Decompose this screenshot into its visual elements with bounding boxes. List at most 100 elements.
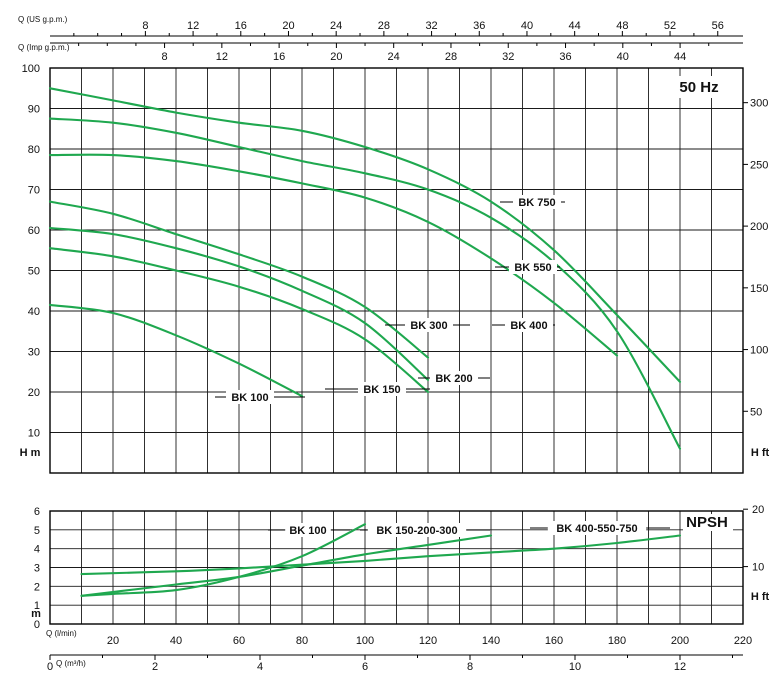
npsh-series-label-bk-100: BK 100 xyxy=(289,525,326,537)
npsh-ft-label-1: 20 xyxy=(752,504,764,516)
head-ytick-label-2: 20 xyxy=(28,387,40,399)
head-label-bg-bk-150 xyxy=(358,382,406,396)
us-gpm-label-56: 56 xyxy=(712,20,724,32)
head-ytick-label-1: 10 xyxy=(28,428,40,440)
y-axis-label-hm: H m xyxy=(20,447,41,459)
imp-gpm-label-20: 20 xyxy=(330,51,342,63)
lmin-tick-label-5: 120 xyxy=(419,635,437,647)
npsh-frame xyxy=(49,510,744,625)
head-series-label-bk-300: BK 300 xyxy=(410,320,447,332)
head-curve-bk-400 xyxy=(48,153,619,357)
head-ft-label-1: 100 xyxy=(750,345,768,357)
lmin-tick-label-3: 80 xyxy=(296,635,308,647)
head-curve-bk-300 xyxy=(48,200,430,359)
us-gpm-label-44: 44 xyxy=(569,20,581,32)
head-ytick-label-5: 50 xyxy=(28,266,40,278)
x-axis-label-imp-gpm: Q (Imp g.p.m.) xyxy=(18,43,70,52)
imp-gpm-label-28: 28 xyxy=(445,51,457,63)
head-ytick-label-4: 40 xyxy=(28,306,40,318)
lmin-tick-label-0: 20 xyxy=(107,635,119,647)
head-ft-label-3: 200 xyxy=(750,221,768,233)
head-series-label-bk-100: BK 100 xyxy=(231,392,268,404)
imp-gpm-label-36: 36 xyxy=(559,51,571,63)
imp-gpm-label-32: 32 xyxy=(502,51,514,63)
m3h-label-4: 4 xyxy=(257,661,263,673)
frequency-label: 50 Hz xyxy=(679,79,718,96)
head-curve-bk-550 xyxy=(48,117,682,450)
right-axis-label-hft-head: H ft xyxy=(751,447,770,459)
head-label-bg-bk-550 xyxy=(509,260,557,274)
head-label-bg-bk-400 xyxy=(505,318,553,332)
us-gpm-label-32: 32 xyxy=(425,20,437,32)
head-label-bg-bk-750 xyxy=(513,195,561,209)
imp-gpm-label-16: 16 xyxy=(273,51,285,63)
npsh-ytick-label-2: 2 xyxy=(34,581,40,593)
imp-gpm-label-40: 40 xyxy=(617,51,629,63)
npsh-ytick-label-5: 5 xyxy=(34,525,40,537)
head-series-label-bk-400: BK 400 xyxy=(510,320,547,332)
npsh-curve-bk-400-550-750 xyxy=(80,534,682,576)
us-gpm-label-52: 52 xyxy=(664,20,676,32)
head-series-label-bk-200: BK 200 xyxy=(435,373,472,385)
m3h-label-12: 12 xyxy=(674,661,686,673)
head-ytick-label-7: 70 xyxy=(28,185,40,197)
npsh-series-label-bk-400-550-750: BK 400-550-750 xyxy=(556,523,637,535)
lmin-tick-label-8: 180 xyxy=(608,635,626,647)
us-gpm-label-24: 24 xyxy=(330,20,342,32)
npsh-label-bg-bk-400-550-750 xyxy=(547,521,647,535)
us-gpm-label-20: 20 xyxy=(282,20,294,32)
lmin-tick-label-10: 220 xyxy=(734,635,752,647)
head-frame xyxy=(49,67,744,474)
lmin-tick-label-4: 100 xyxy=(356,635,374,647)
us-gpm-label-8: 8 xyxy=(142,20,148,32)
lmin-tick-label-9: 200 xyxy=(671,635,689,647)
head-ft-label-0: 50 xyxy=(750,406,762,418)
head-ytick-label-8: 80 xyxy=(28,144,40,156)
x-axis-label-m3h: Q (m³/h) xyxy=(56,659,86,668)
head-panel: 10 20 30 40 50 60 70 80 90 100 50 100 150 200 250 300 8 1… xyxy=(22,20,768,474)
x-axis-label-us-gpm: Q (US g.p.m.) xyxy=(18,15,68,24)
head-ytick-label-9: 90 xyxy=(28,104,40,116)
m3h-label-0: 0 xyxy=(47,661,53,673)
us-gpm-label-28: 28 xyxy=(378,20,390,32)
head-series-label-bk-550: BK 550 xyxy=(514,262,551,274)
right-axis-label-hft-npsh: H ft xyxy=(751,591,770,603)
head-ytick-label-10: 100 xyxy=(22,63,40,75)
m3h-label-2: 2 xyxy=(152,661,158,673)
head-curve-bk-200 xyxy=(48,226,430,381)
us-gpm-label-36: 36 xyxy=(473,20,485,32)
imp-gpm-label-8: 8 xyxy=(161,51,167,63)
head-label-bg-bk-200 xyxy=(430,371,478,385)
head-curve-bk-150 xyxy=(48,247,430,394)
y-axis-label-m: m xyxy=(31,608,41,620)
npsh-label-bg-bk-100 xyxy=(285,523,331,537)
head-ft-label-5: 300 xyxy=(750,98,768,110)
us-gpm-label-48: 48 xyxy=(616,20,628,32)
head-ytick-label-6: 60 xyxy=(28,225,40,237)
lmin-tick-label-2: 60 xyxy=(233,635,245,647)
imp-gpm-label-24: 24 xyxy=(388,51,400,63)
frequency-label-bg xyxy=(668,76,730,98)
npsh-ytick-label-3: 3 xyxy=(34,563,40,575)
m3h-label-6: 6 xyxy=(362,661,368,673)
npsh-curve-bk-100 xyxy=(80,523,367,597)
head-label-bg-bk-300 xyxy=(405,318,453,332)
head-ft-label-4: 250 xyxy=(750,159,768,171)
head-series-label-bk-750: BK 750 xyxy=(518,197,555,209)
m3h-label-8: 8 xyxy=(467,661,473,673)
head-ft-label-2: 150 xyxy=(750,283,768,295)
npsh-title: NPSH xyxy=(686,514,728,531)
head-label-bg-bk-100 xyxy=(226,390,274,404)
us-gpm-label-16: 16 xyxy=(235,20,247,32)
head-series-label-bk-150: BK 150 xyxy=(363,384,400,396)
imp-gpm-label-12: 12 xyxy=(216,51,228,63)
npsh-ft-label-0: 10 xyxy=(752,562,764,574)
imp-gpm-label-44: 44 xyxy=(674,51,686,63)
lmin-tick-label-6: 140 xyxy=(482,635,500,647)
us-gpm-label-12: 12 xyxy=(187,20,199,32)
npsh-ytick-label-4: 4 xyxy=(34,544,40,556)
m3h-label-10: 10 xyxy=(569,661,581,673)
lmin-tick-label-1: 40 xyxy=(170,635,182,647)
npsh-label-bg-bk-150-200-300 xyxy=(367,523,467,537)
